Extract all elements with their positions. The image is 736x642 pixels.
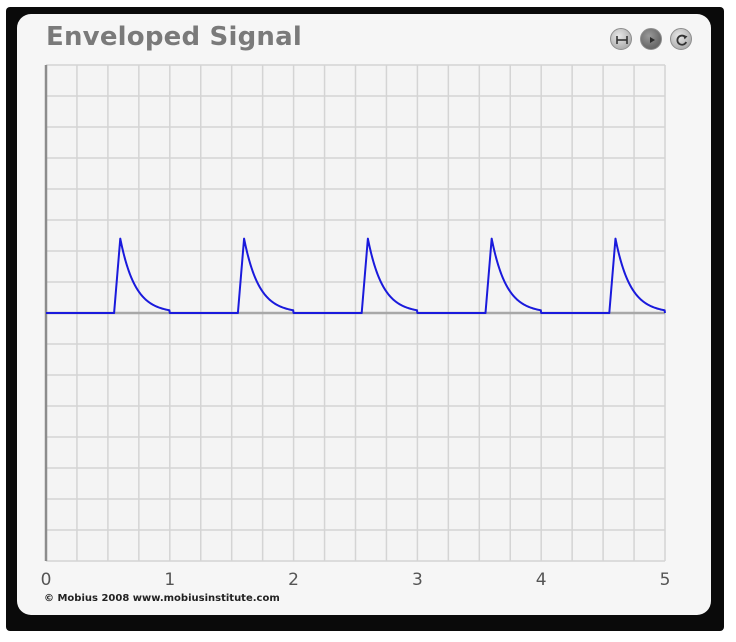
fit-width-button[interactable]	[610, 28, 632, 50]
x-tick-label: 3	[412, 570, 423, 590]
x-tick-label: 4	[536, 570, 547, 590]
play-icon	[650, 37, 655, 43]
x-tick-label: 5	[660, 570, 671, 590]
chart-title: Enveloped Signal	[46, 22, 302, 52]
copyright-credit: © Mobius 2008 www.mobiusinstitute.com	[44, 593, 280, 604]
reset-icon	[676, 34, 688, 46]
play-button[interactable]	[640, 28, 662, 50]
x-tick-label: 1	[164, 570, 175, 590]
x-tick-label: 0	[41, 570, 52, 590]
fit-width-icon	[616, 36, 628, 44]
signal-line	[45, 237, 666, 314]
x-tick-label: 2	[288, 570, 299, 590]
reset-button[interactable]	[670, 28, 692, 50]
